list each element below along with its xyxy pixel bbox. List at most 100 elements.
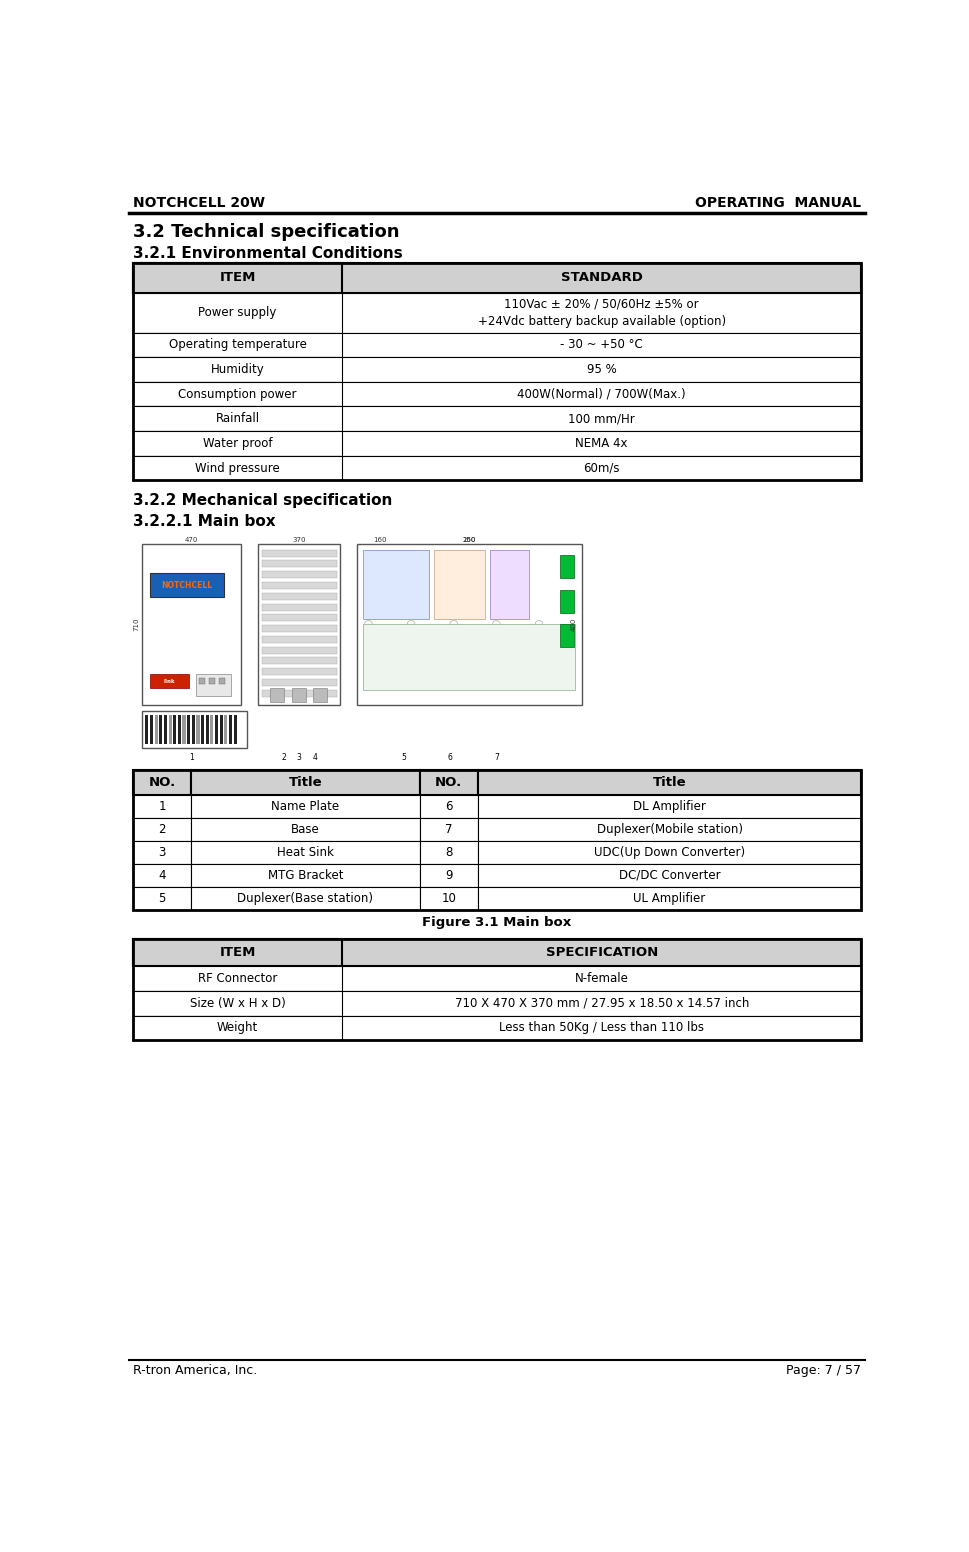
Bar: [133, 841, 191, 864]
Text: 400: 400: [571, 618, 577, 632]
Text: N-female: N-female: [575, 972, 628, 986]
Text: Figure 3.1 Main box: Figure 3.1 Main box: [422, 916, 571, 928]
Text: 10: 10: [441, 892, 455, 905]
Bar: [133, 332, 342, 357]
Bar: [205, 715, 208, 745]
Bar: [420, 795, 478, 818]
Bar: [177, 715, 181, 745]
Bar: [262, 571, 336, 579]
Text: 1: 1: [189, 753, 194, 762]
Text: 160: 160: [462, 537, 476, 543]
Bar: [187, 715, 190, 745]
Text: 7: 7: [445, 823, 452, 835]
Bar: [133, 431, 860, 456]
Bar: [262, 549, 336, 557]
Text: R-tron America, Inc.: R-tron America, Inc.: [133, 1364, 257, 1377]
Bar: [196, 715, 200, 745]
Text: 370: 370: [292, 537, 305, 543]
Bar: [133, 939, 342, 967]
Bar: [133, 357, 860, 382]
Bar: [559, 624, 574, 647]
Bar: [169, 715, 172, 745]
Bar: [133, 537, 860, 760]
Text: 110Vac ± 20% / 50/60Hz ±5% or
+24Vdc battery backup available (option): 110Vac ± 20% / 50/60Hz ±5% or +24Vdc bat…: [477, 298, 725, 327]
Bar: [362, 624, 575, 689]
Bar: [420, 841, 478, 864]
Text: 400W(Normal) / 700W(Max.): 400W(Normal) / 700W(Max.): [516, 388, 685, 400]
Text: Title: Title: [652, 776, 686, 788]
Text: 9: 9: [445, 869, 452, 882]
Text: 3: 3: [158, 846, 166, 858]
Bar: [173, 715, 176, 745]
Bar: [258, 543, 339, 705]
Text: 3: 3: [297, 753, 301, 762]
Bar: [196, 675, 231, 695]
Text: 1: 1: [158, 799, 166, 813]
Text: Base: Base: [291, 823, 320, 835]
Bar: [192, 715, 195, 745]
Text: Wind pressure: Wind pressure: [195, 461, 280, 475]
Text: 4: 4: [312, 753, 317, 762]
Text: DL Amplifier: DL Amplifier: [633, 799, 705, 813]
Bar: [133, 939, 860, 1040]
Text: 6: 6: [447, 753, 452, 762]
Bar: [133, 264, 860, 481]
Bar: [133, 939, 860, 967]
Bar: [362, 549, 428, 619]
Text: ITEM: ITEM: [219, 272, 256, 284]
Text: - 30 ~ +50 °C: - 30 ~ +50 °C: [560, 338, 642, 351]
Bar: [215, 715, 218, 745]
Bar: [133, 770, 191, 795]
Bar: [164, 715, 167, 745]
Bar: [357, 543, 581, 705]
Text: Consumption power: Consumption power: [178, 388, 297, 400]
Text: STANDARD: STANDARD: [560, 272, 642, 284]
Bar: [191, 864, 420, 886]
Bar: [201, 715, 203, 745]
Bar: [133, 264, 860, 292]
Bar: [219, 715, 223, 745]
Text: MTG Bracket: MTG Bracket: [267, 869, 343, 882]
Bar: [208, 678, 215, 684]
Bar: [191, 795, 420, 818]
Bar: [133, 264, 342, 292]
Text: 95 %: 95 %: [586, 363, 616, 376]
Bar: [133, 332, 860, 357]
Bar: [262, 636, 336, 643]
Text: NEMA 4x: NEMA 4x: [575, 438, 627, 450]
Text: Duplexer(Mobile station): Duplexer(Mobile station): [596, 823, 742, 835]
Bar: [262, 582, 336, 588]
Bar: [224, 715, 227, 745]
Bar: [133, 770, 860, 909]
Bar: [262, 669, 336, 675]
Text: ITEM: ITEM: [219, 947, 256, 959]
Text: 2: 2: [281, 753, 286, 762]
Text: 3.2.1 Environmental Conditions: 3.2.1 Environmental Conditions: [133, 245, 402, 261]
Bar: [478, 864, 860, 886]
Text: 7: 7: [493, 753, 498, 762]
Bar: [478, 886, 860, 909]
Text: 250: 250: [462, 537, 476, 543]
Bar: [191, 770, 420, 795]
Bar: [150, 715, 153, 745]
Text: link: link: [164, 678, 175, 684]
Text: Weight: Weight: [217, 1021, 258, 1034]
Bar: [262, 647, 336, 653]
Bar: [478, 795, 860, 818]
Bar: [262, 560, 336, 568]
Bar: [262, 615, 336, 621]
Bar: [145, 715, 148, 745]
Bar: [133, 456, 860, 481]
Text: Title: Title: [288, 776, 322, 788]
Bar: [420, 864, 478, 886]
Bar: [133, 431, 342, 456]
Bar: [133, 456, 342, 481]
Bar: [133, 886, 191, 909]
Text: Humidity: Humidity: [210, 363, 265, 376]
Bar: [154, 715, 158, 745]
Text: Page: 7 / 57: Page: 7 / 57: [786, 1364, 860, 1377]
Text: NO.: NO.: [435, 776, 462, 788]
Text: Operating temperature: Operating temperature: [169, 338, 306, 351]
Bar: [133, 357, 342, 382]
Text: 4: 4: [158, 869, 166, 882]
